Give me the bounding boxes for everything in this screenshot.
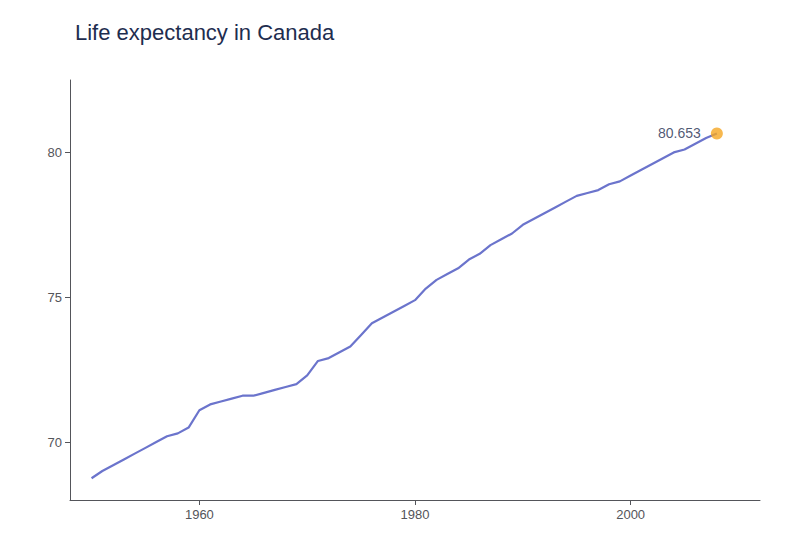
svg-text:Life expectancy in Canada: Life expectancy in Canada <box>75 20 335 45</box>
svg-text:2000: 2000 <box>616 507 645 522</box>
svg-text:1960: 1960 <box>185 507 214 522</box>
svg-text:75: 75 <box>48 290 62 305</box>
svg-text:80: 80 <box>48 145 62 160</box>
svg-text:1980: 1980 <box>401 507 430 522</box>
svg-text:80.653: 80.653 <box>658 125 701 141</box>
svg-text:70: 70 <box>48 435 62 450</box>
